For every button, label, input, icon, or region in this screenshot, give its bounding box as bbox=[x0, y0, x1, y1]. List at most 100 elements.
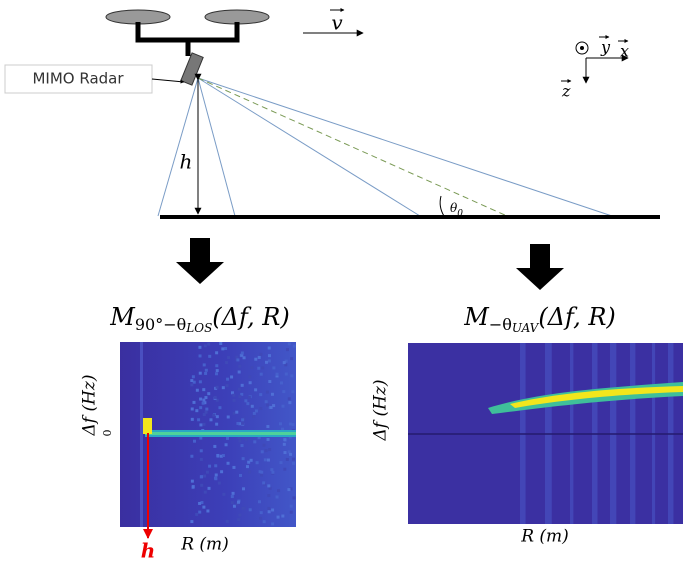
noise bbox=[226, 461, 230, 465]
noise bbox=[205, 470, 209, 474]
noise bbox=[200, 501, 204, 505]
title-base: M bbox=[109, 303, 136, 331]
noise bbox=[289, 452, 293, 456]
noise bbox=[215, 415, 219, 419]
noise bbox=[199, 457, 203, 461]
noise bbox=[235, 410, 239, 414]
noise bbox=[262, 481, 266, 485]
noise bbox=[285, 457, 289, 461]
noise bbox=[238, 364, 242, 368]
noise bbox=[271, 470, 275, 474]
noise bbox=[268, 380, 272, 384]
noise bbox=[291, 390, 295, 394]
noise bbox=[219, 342, 223, 346]
noise bbox=[207, 342, 211, 346]
noise bbox=[285, 348, 289, 352]
title-base: M bbox=[463, 303, 490, 331]
noise bbox=[284, 363, 288, 367]
noise bbox=[218, 406, 222, 410]
noise bbox=[215, 351, 219, 355]
noise bbox=[214, 372, 218, 376]
noise bbox=[267, 506, 271, 510]
noise bbox=[252, 411, 256, 415]
noise bbox=[249, 458, 253, 462]
noise bbox=[202, 398, 206, 402]
noise bbox=[268, 448, 272, 452]
noise bbox=[277, 489, 281, 493]
noise bbox=[267, 346, 271, 350]
beams bbox=[157, 77, 613, 217]
noise bbox=[199, 397, 203, 401]
noise bbox=[275, 372, 279, 376]
noise bbox=[202, 422, 206, 426]
noise bbox=[208, 354, 212, 358]
noise bbox=[199, 436, 203, 440]
velocity-label: v bbox=[331, 11, 343, 35]
noise bbox=[283, 438, 287, 442]
noise bbox=[225, 384, 229, 388]
noise bbox=[197, 418, 201, 422]
noise bbox=[220, 470, 224, 474]
noise bbox=[257, 436, 261, 440]
noise bbox=[282, 442, 286, 446]
noise bbox=[289, 487, 293, 491]
noise bbox=[252, 415, 256, 419]
noise bbox=[226, 415, 230, 419]
noise bbox=[227, 356, 231, 360]
noise bbox=[247, 395, 251, 399]
out-of-plane-dot bbox=[580, 46, 584, 50]
noise bbox=[246, 402, 250, 406]
noise bbox=[287, 342, 291, 346]
plot-title: M90°−θLOS(Δf, R) bbox=[109, 303, 289, 335]
noise bbox=[190, 454, 194, 458]
noise bbox=[254, 388, 258, 392]
axis-x: x bbox=[620, 42, 629, 61]
noise bbox=[221, 347, 225, 351]
noise bbox=[215, 398, 219, 402]
noise bbox=[289, 504, 293, 508]
noise bbox=[230, 375, 234, 379]
noise bbox=[191, 375, 195, 379]
noise bbox=[280, 381, 284, 385]
noise bbox=[224, 443, 228, 447]
noise bbox=[259, 372, 263, 376]
noise bbox=[248, 375, 252, 379]
noise bbox=[202, 363, 206, 367]
noise bbox=[226, 436, 230, 440]
out-of-plane bbox=[575, 41, 589, 55]
noise bbox=[254, 357, 258, 361]
title-args: (Δf, R) bbox=[212, 303, 289, 331]
height-label: h bbox=[180, 150, 193, 174]
noise bbox=[245, 465, 249, 469]
angle-subscript: 0 bbox=[457, 209, 463, 219]
noise bbox=[236, 421, 240, 425]
noise bbox=[190, 479, 194, 483]
noise bbox=[190, 520, 194, 524]
noise bbox=[266, 458, 270, 462]
noise bbox=[236, 358, 240, 362]
noise bbox=[254, 409, 258, 413]
noise bbox=[278, 422, 282, 426]
noise bbox=[238, 439, 242, 443]
noise bbox=[288, 435, 292, 439]
noise bbox=[198, 501, 202, 505]
noise bbox=[287, 488, 291, 492]
noise bbox=[232, 393, 236, 397]
noise bbox=[260, 473, 264, 477]
noise bbox=[200, 483, 204, 487]
noise bbox=[190, 417, 194, 421]
title-subsubscript: LOS bbox=[185, 321, 212, 335]
noise bbox=[230, 495, 234, 499]
noise bbox=[215, 364, 219, 368]
noise bbox=[198, 354, 202, 358]
noise bbox=[272, 404, 276, 408]
zero-label: 0 bbox=[101, 430, 114, 437]
noise bbox=[199, 423, 203, 427]
drone bbox=[105, 9, 270, 86]
noise bbox=[209, 418, 213, 422]
noise bbox=[275, 495, 279, 499]
plot-title: M−θUAV(Δf, R) bbox=[463, 303, 616, 335]
noise bbox=[268, 486, 272, 490]
noise bbox=[266, 403, 270, 407]
